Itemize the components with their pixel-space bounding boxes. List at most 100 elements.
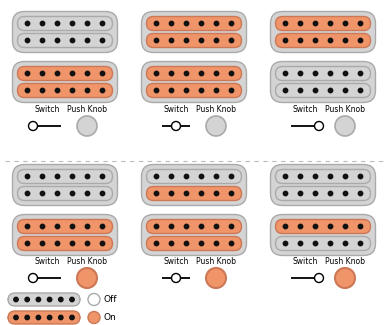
Circle shape	[14, 297, 18, 302]
Circle shape	[184, 191, 189, 196]
Circle shape	[214, 88, 219, 93]
Circle shape	[343, 241, 348, 246]
FancyBboxPatch shape	[142, 214, 246, 255]
FancyBboxPatch shape	[275, 237, 371, 251]
Circle shape	[328, 224, 333, 229]
Circle shape	[154, 71, 159, 76]
Circle shape	[171, 122, 180, 131]
FancyBboxPatch shape	[275, 219, 371, 233]
Circle shape	[169, 88, 174, 93]
Circle shape	[70, 174, 75, 179]
Circle shape	[36, 315, 41, 320]
Circle shape	[85, 71, 90, 76]
Circle shape	[229, 191, 234, 196]
Text: Push Knob: Push Knob	[325, 105, 365, 114]
Circle shape	[229, 88, 234, 93]
FancyBboxPatch shape	[17, 17, 113, 31]
Circle shape	[229, 241, 234, 246]
Circle shape	[313, 174, 318, 179]
FancyBboxPatch shape	[147, 219, 241, 233]
Text: Push Knob: Push Knob	[196, 105, 236, 114]
FancyBboxPatch shape	[270, 214, 376, 255]
FancyBboxPatch shape	[142, 11, 246, 53]
Circle shape	[315, 122, 324, 131]
Circle shape	[25, 38, 30, 43]
Circle shape	[40, 88, 45, 93]
Circle shape	[70, 71, 75, 76]
Circle shape	[25, 297, 29, 302]
Text: Switch: Switch	[34, 105, 60, 114]
Circle shape	[100, 88, 105, 93]
Circle shape	[47, 297, 52, 302]
Circle shape	[100, 191, 105, 196]
Circle shape	[199, 241, 204, 246]
Circle shape	[25, 224, 30, 229]
Circle shape	[358, 88, 363, 93]
Circle shape	[100, 224, 105, 229]
Circle shape	[358, 174, 363, 179]
Circle shape	[40, 38, 45, 43]
Circle shape	[358, 38, 363, 43]
Circle shape	[100, 38, 105, 43]
FancyBboxPatch shape	[142, 164, 246, 205]
Text: On: On	[104, 313, 117, 322]
Circle shape	[25, 191, 30, 196]
Circle shape	[313, 88, 318, 93]
Circle shape	[100, 241, 105, 246]
Circle shape	[25, 315, 29, 320]
Circle shape	[169, 191, 174, 196]
Circle shape	[313, 71, 318, 76]
Circle shape	[40, 191, 45, 196]
FancyBboxPatch shape	[12, 11, 118, 53]
Circle shape	[214, 174, 219, 179]
Circle shape	[229, 38, 234, 43]
Circle shape	[199, 21, 204, 26]
Circle shape	[283, 174, 288, 179]
Circle shape	[169, 241, 174, 246]
Circle shape	[40, 21, 45, 26]
Circle shape	[283, 191, 288, 196]
Circle shape	[55, 241, 60, 246]
Text: Switch: Switch	[292, 105, 318, 114]
Circle shape	[298, 174, 303, 179]
Circle shape	[28, 274, 38, 282]
Circle shape	[206, 116, 226, 136]
Circle shape	[206, 268, 226, 288]
Circle shape	[40, 241, 45, 246]
FancyBboxPatch shape	[17, 170, 113, 184]
Circle shape	[25, 88, 30, 93]
FancyBboxPatch shape	[275, 170, 371, 184]
Circle shape	[214, 38, 219, 43]
FancyBboxPatch shape	[275, 67, 371, 81]
Circle shape	[313, 191, 318, 196]
Circle shape	[358, 21, 363, 26]
Circle shape	[328, 71, 333, 76]
Circle shape	[298, 191, 303, 196]
Circle shape	[343, 191, 348, 196]
Circle shape	[328, 191, 333, 196]
Circle shape	[184, 38, 189, 43]
FancyBboxPatch shape	[275, 187, 371, 201]
Circle shape	[328, 174, 333, 179]
Circle shape	[100, 174, 105, 179]
Circle shape	[55, 174, 60, 179]
Circle shape	[55, 21, 60, 26]
Circle shape	[298, 38, 303, 43]
Circle shape	[40, 174, 45, 179]
Text: Switch: Switch	[163, 105, 189, 114]
Circle shape	[343, 38, 348, 43]
Circle shape	[169, 38, 174, 43]
FancyBboxPatch shape	[275, 84, 371, 98]
Circle shape	[25, 21, 30, 26]
Circle shape	[328, 241, 333, 246]
Circle shape	[85, 224, 90, 229]
Circle shape	[298, 71, 303, 76]
Circle shape	[77, 268, 97, 288]
Circle shape	[283, 38, 288, 43]
Circle shape	[85, 88, 90, 93]
Circle shape	[328, 21, 333, 26]
FancyBboxPatch shape	[8, 311, 80, 324]
Circle shape	[70, 224, 75, 229]
Circle shape	[25, 174, 30, 179]
Circle shape	[358, 224, 363, 229]
